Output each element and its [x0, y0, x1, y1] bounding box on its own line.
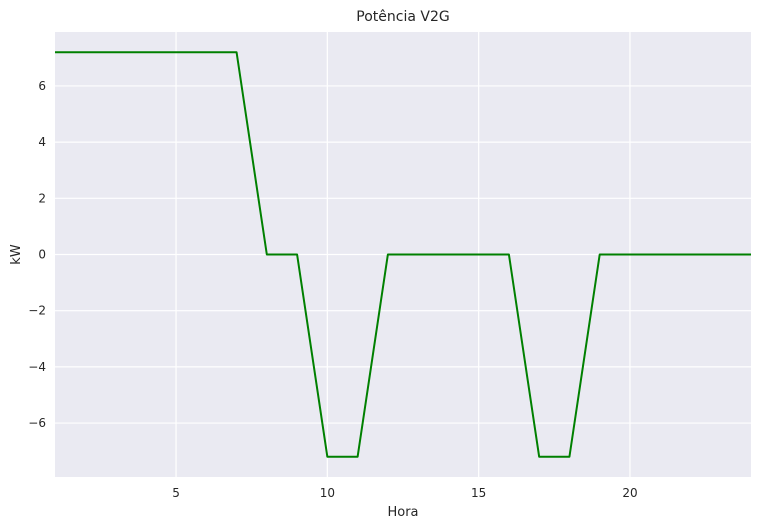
- y-tick-label: −4: [28, 360, 46, 374]
- y-axis-label: kW: [9, 244, 24, 265]
- x-axis: 5 10 15 20: [172, 486, 637, 500]
- x-tick-label: 5: [172, 486, 180, 500]
- y-tick-label: 2: [38, 191, 46, 205]
- x-tick-label: 15: [471, 486, 486, 500]
- y-tick-label: −2: [28, 304, 46, 318]
- x-tick-label: 10: [320, 486, 335, 500]
- chart-title: Potência V2G: [356, 9, 449, 25]
- series-line: [55, 51, 751, 458]
- y-axis: −6 −4 −2 0 2 4 6: [28, 79, 46, 430]
- y-tick-label: 0: [38, 248, 46, 262]
- y-tick-label: 6: [38, 79, 46, 93]
- x-tick-label: 20: [622, 486, 637, 500]
- y-tick-label: −6: [28, 416, 46, 430]
- series-layer: [55, 51, 751, 458]
- y-tick-label: 4: [38, 135, 46, 149]
- x-axis-label: Hora: [387, 505, 418, 520]
